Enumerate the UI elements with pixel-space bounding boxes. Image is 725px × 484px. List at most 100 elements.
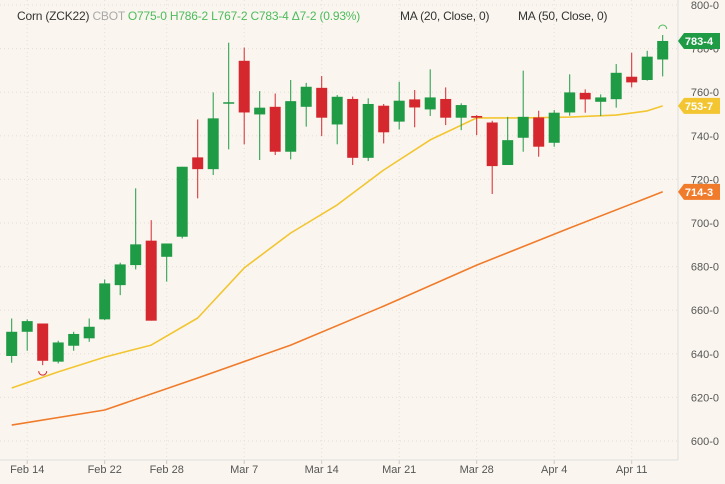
candle-up xyxy=(641,50,653,81)
candle-body xyxy=(471,115,483,118)
candle-body xyxy=(440,98,452,118)
price-badge xyxy=(678,32,720,49)
ma50-layer xyxy=(11,191,663,426)
ma50-legend[interactable]: MA (50, Close, 0) xyxy=(518,9,608,23)
candle-body xyxy=(176,166,188,237)
candle-body xyxy=(347,98,359,158)
candle-down xyxy=(316,76,328,137)
candle-body xyxy=(641,56,653,80)
y-tick-label: 600-0 xyxy=(691,436,719,448)
price-badges: 783-4 753-7 714-3 xyxy=(678,32,720,200)
candle-body xyxy=(564,92,576,113)
candle-down xyxy=(347,96,359,166)
candle-body xyxy=(21,321,33,332)
candle-down xyxy=(378,103,390,144)
x-tick-label: Feb 14 xyxy=(10,464,44,476)
ma20-legend[interactable]: MA (20, Close, 0) xyxy=(400,9,490,23)
candle-up xyxy=(6,318,18,363)
candle-up xyxy=(610,64,622,108)
candle-body xyxy=(238,60,250,113)
exchange-name: CBOT xyxy=(92,9,125,23)
candle-down xyxy=(37,323,49,366)
candle-down xyxy=(486,120,498,195)
candle-body xyxy=(455,105,467,118)
candle-body xyxy=(610,72,622,100)
candle-body xyxy=(316,87,328,118)
candle-body xyxy=(533,117,545,147)
chart-legend-symbol: Corn (ZCK22) CBOT O775-0 H786-2 L767-2 C… xyxy=(17,9,360,23)
candle-up xyxy=(52,340,64,364)
candle-body xyxy=(362,103,374,158)
y-tick-label: 700-0 xyxy=(691,218,719,230)
candle-body xyxy=(502,140,514,166)
candle-body xyxy=(424,97,436,110)
x-tick-label: Mar 7 xyxy=(230,464,258,476)
y-tick-label: 680-0 xyxy=(691,262,719,274)
candle-body xyxy=(68,333,80,346)
candle-body xyxy=(548,112,560,143)
candle-body xyxy=(207,118,219,170)
candle-up xyxy=(300,82,312,127)
candle-up xyxy=(517,70,529,152)
price-badge xyxy=(678,97,720,114)
ma20-line xyxy=(11,105,663,389)
y-tick-label: 720-0 xyxy=(691,174,719,186)
candle-body xyxy=(626,76,638,83)
candle-up xyxy=(176,166,188,239)
x-tick-label: Feb 28 xyxy=(150,464,184,476)
candle-up xyxy=(114,262,126,296)
y-tick-label: 740-0 xyxy=(691,131,719,143)
candle-body xyxy=(161,243,173,257)
candle-up xyxy=(161,243,173,282)
candle-up xyxy=(393,81,405,130)
x-tick-label: Apr 11 xyxy=(616,464,648,476)
candle-down xyxy=(409,90,421,128)
y-tick-label: 620-0 xyxy=(691,392,719,404)
ohlc-values: O775-0 H786-2 L767-2 C783-4 Δ7-2 (0.93%) xyxy=(127,9,361,23)
y-axis: 600-0 620-0 640-0 660-0 680-0 700-0 720-0 740-0… xyxy=(691,0,719,448)
candle-up xyxy=(285,79,297,160)
x-tick-label: Mar 21 xyxy=(382,464,416,476)
candle-up xyxy=(548,110,560,147)
candle-body xyxy=(657,40,669,60)
candle-up xyxy=(657,34,669,77)
y-tick-label: 660-0 xyxy=(691,305,719,317)
candle-up xyxy=(99,279,111,321)
candle-body xyxy=(378,105,390,133)
candle-body xyxy=(52,342,64,362)
candle-body xyxy=(223,102,235,104)
price-badge-label: 753-7 xyxy=(685,101,713,113)
candle-body xyxy=(37,323,49,361)
candle-body xyxy=(99,283,111,320)
price-badge-label: 714-3 xyxy=(685,187,713,199)
candle-down xyxy=(269,93,281,155)
candle-body xyxy=(285,101,297,152)
candle-body xyxy=(486,122,498,167)
y-tick-label: 760-0 xyxy=(691,87,719,99)
candle-up xyxy=(130,188,142,270)
candle-up xyxy=(83,318,95,342)
candle-down xyxy=(145,220,157,321)
candle-up xyxy=(207,92,219,176)
candle-body xyxy=(130,244,142,266)
candle-body xyxy=(579,92,591,100)
candle-body xyxy=(254,107,266,115)
candle-down xyxy=(626,52,638,88)
symbol-name: Corn (ZCK22) xyxy=(17,9,90,23)
candle-up xyxy=(564,74,576,116)
y-tick-label: 640-0 xyxy=(691,349,719,361)
candle-down xyxy=(440,87,452,126)
candle-body xyxy=(145,240,157,321)
candle-up xyxy=(68,331,80,351)
grid xyxy=(0,0,679,461)
candle-body xyxy=(114,264,126,286)
candle-down xyxy=(533,110,545,157)
candle-body xyxy=(595,97,607,102)
x-tick-label: Mar 28 xyxy=(460,464,494,476)
candle-body xyxy=(409,99,421,108)
candle-up xyxy=(331,95,343,145)
candle-body xyxy=(300,86,312,107)
ma20-layer xyxy=(11,105,663,389)
candle-up xyxy=(223,42,235,150)
